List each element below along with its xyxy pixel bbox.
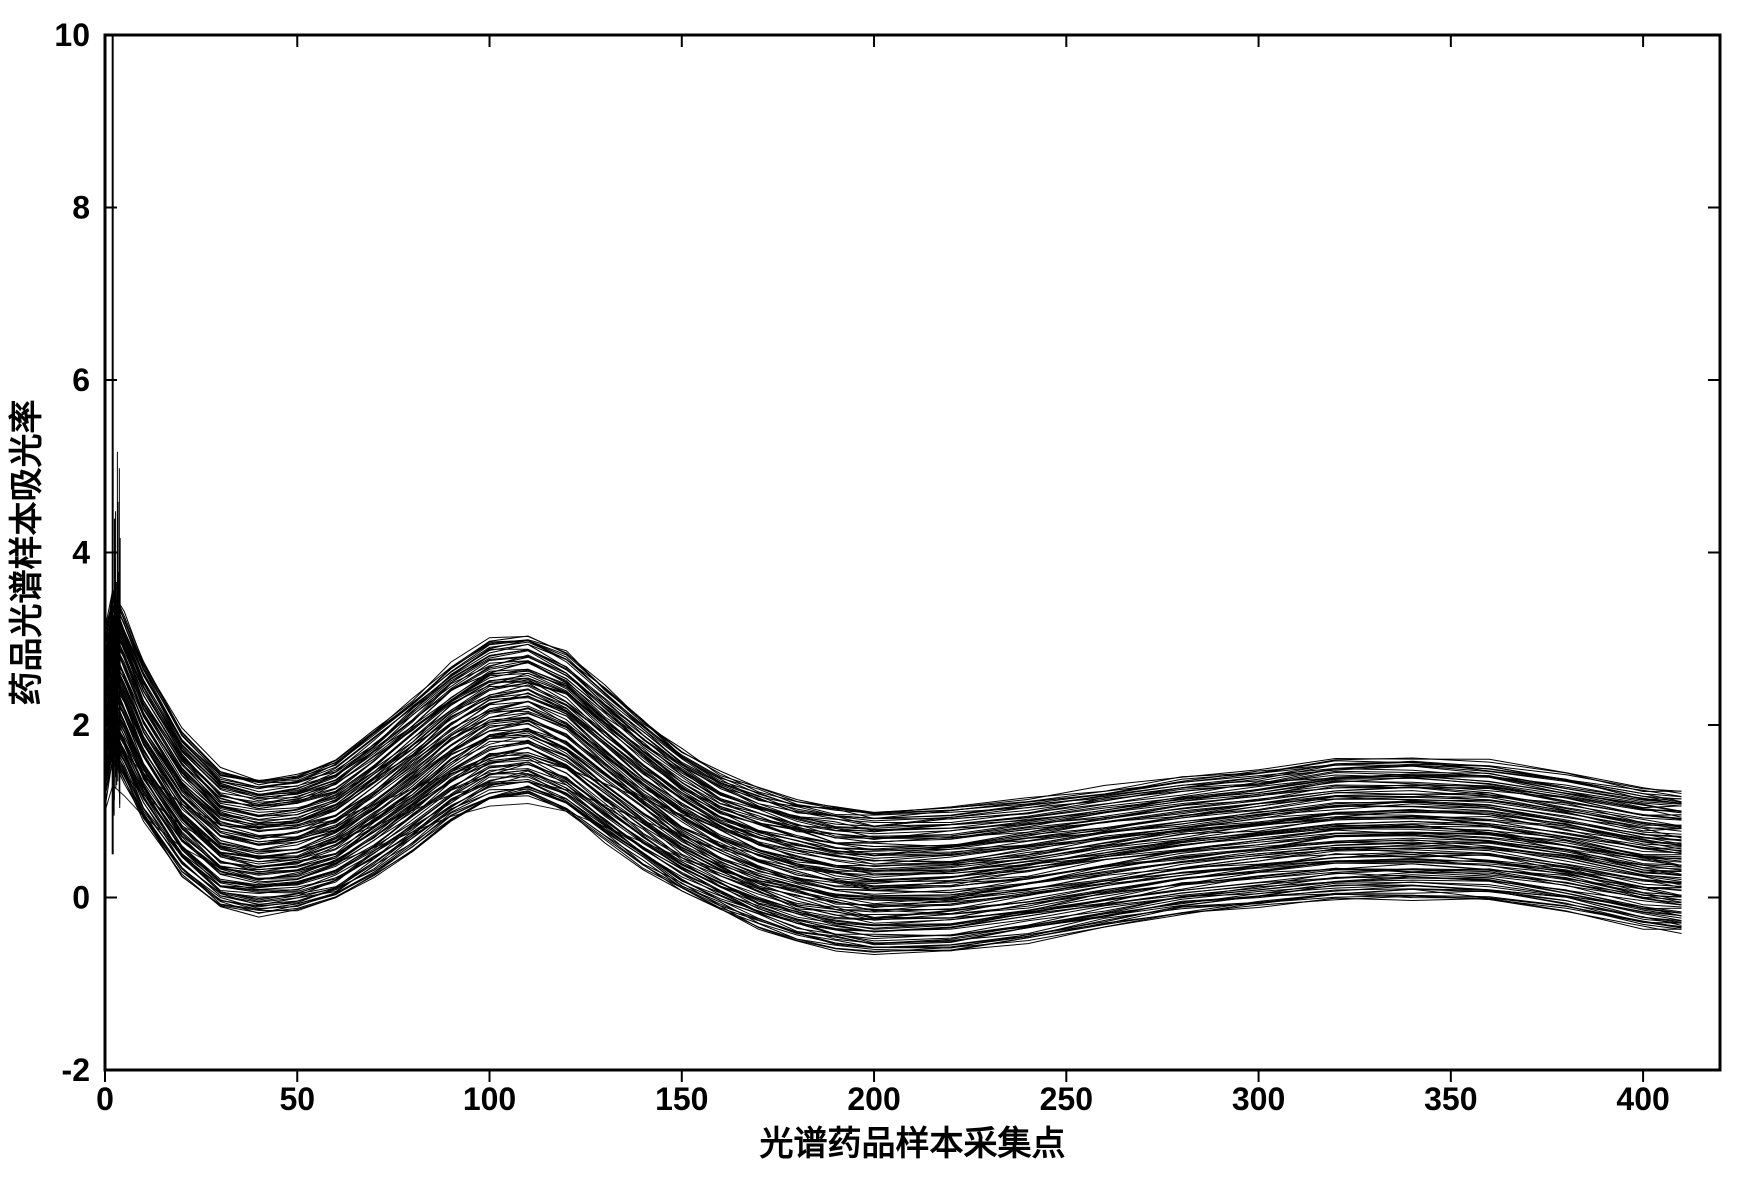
spectral-chart: 050100150200250300350400-20246810光谱药品样本采… [0,0,1754,1180]
x-tick-label: 50 [279,1081,315,1117]
y-tick-label: 0 [72,880,90,916]
x-tick-label: 300 [1232,1081,1285,1117]
y-tick-label: 4 [72,535,90,571]
x-tick-label: 350 [1424,1081,1477,1117]
x-tick-label: 150 [655,1081,708,1117]
x-axis-label: 光谱药品样本采集点 [760,1125,1066,1163]
x-tick-label: 250 [1040,1081,1093,1117]
x-tick-label: 400 [1616,1081,1669,1117]
x-tick-label: 200 [847,1081,900,1117]
y-tick-label: 8 [72,190,90,226]
y-tick-label: 6 [72,362,90,398]
y-tick-label: 10 [54,17,90,53]
x-tick-label: 100 [463,1081,516,1117]
chart-container: 050100150200250300350400-20246810光谱药品样本采… [0,0,1754,1180]
x-tick-label: 0 [96,1081,114,1117]
y-tick-label: 2 [72,707,90,743]
y-tick-label: -2 [62,1052,90,1088]
y-axis-label: 药品光谱样本吸光率 [8,400,46,706]
